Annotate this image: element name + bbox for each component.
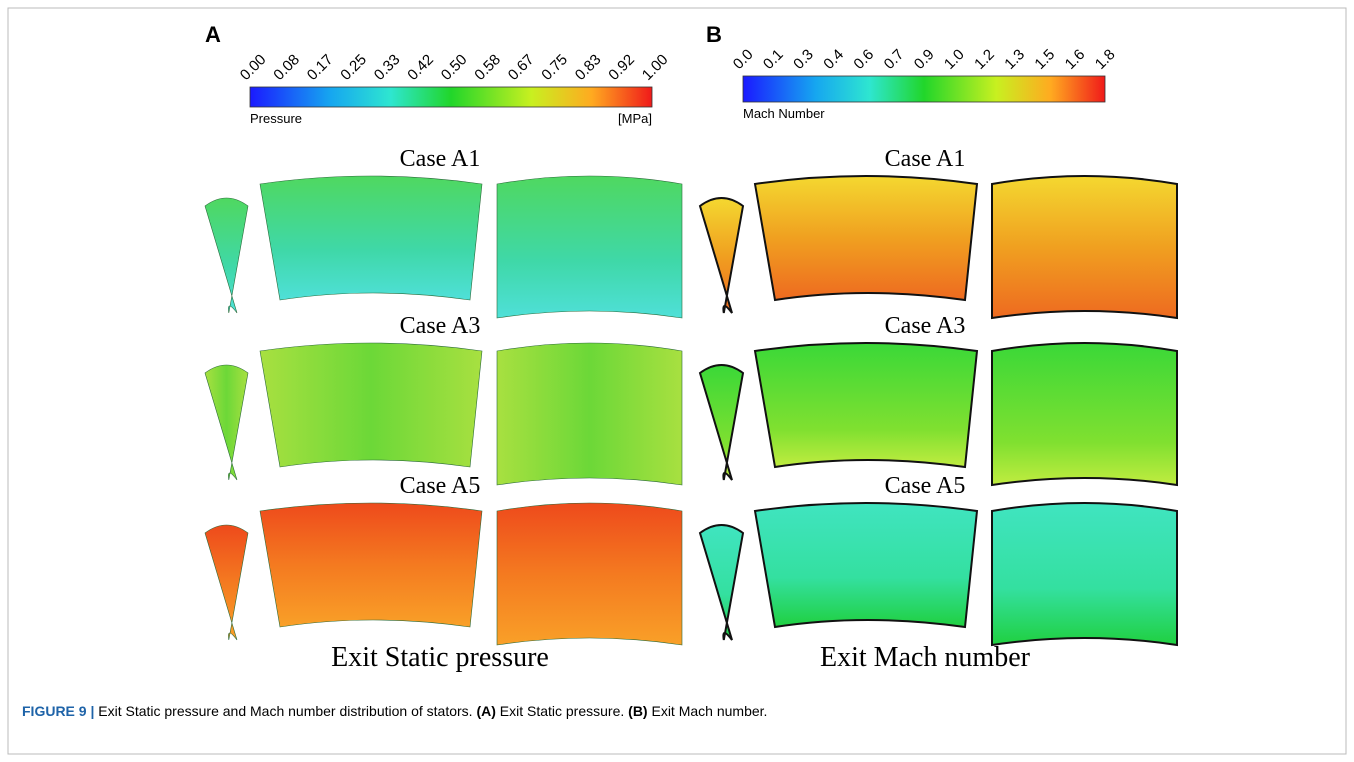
colorbar-tick-label: 1.0 [941,46,968,73]
contour-plot [260,503,482,627]
colorbar-tick-label: 1.5 [1031,46,1058,73]
contour-plot [260,176,482,300]
case-title: Case A5 [885,473,966,499]
contour-plot [992,176,1177,318]
colorbar-title: Pressure [250,111,302,126]
caption-text: Exit Static pressure and Mach number dis… [98,703,472,719]
case-title: Case A3 [400,313,481,339]
caption-b-label: (B) [628,703,647,719]
colorbar-tick-label: 0.92 [605,51,638,84]
colorbar-tick-label: 0.3 [790,46,817,73]
contour-plot [992,343,1177,485]
contour-plot [205,198,248,313]
colorbar-tick-label: 0.4 [820,46,847,73]
colorbar-tick-label: 1.00 [639,51,672,84]
contour-plot [700,198,743,313]
case-title: Case A1 [885,146,966,172]
colorbar-tick-label: 0.1 [760,46,787,73]
panel-label: A [205,22,221,47]
case-title: Case A5 [400,473,481,499]
colorbar-tick-label: 0.33 [371,51,404,84]
colorbar-tick-label: 0.83 [572,51,605,84]
colorbar-tick-label: 0.42 [404,51,437,84]
caption-b-text: Exit Mach number. [651,703,767,719]
colorbar-unit: [MPa] [618,111,652,126]
colorbar [250,87,652,107]
colorbar-tick-label: 0.58 [471,51,504,84]
colorbar-tick-label: 0.0 [730,46,757,73]
colorbar-title: Mach Number [743,106,825,121]
contour-plot [755,503,977,627]
colorbar-tick-label: 0.50 [438,51,471,84]
contour-plot [992,503,1177,645]
contour-plot [755,176,977,300]
caption-label: FIGURE 9 | [22,703,94,719]
panel-label: B [706,22,722,47]
colorbar-tick-label: 0.08 [270,51,303,84]
caption-a-label: (A) [476,703,495,719]
colorbar-tick-label: 0.00 [237,51,270,84]
colorbar-tick-label: 1.3 [1001,46,1028,73]
colorbar-tick-label: 0.6 [850,46,877,73]
contour-plot [497,176,682,318]
colorbar [743,76,1105,102]
contour-plot [755,343,977,467]
colorbar-tick-label: 0.7 [881,46,908,73]
contour-plot [205,365,248,480]
colorbar-tick-label: 1.2 [971,46,998,73]
colorbar-tick-label: 1.8 [1092,46,1119,73]
contour-plot [260,343,482,467]
colorbar-tick-label: 1.6 [1062,46,1089,73]
colorbar-tick-label: 0.67 [505,51,538,84]
colorbar-tick-label: 0.25 [337,51,370,84]
panel-caption: Exit Mach number [820,642,1031,673]
contour-plot [700,365,743,480]
colorbar-tick-label: 0.75 [538,51,571,84]
contour-plot [700,525,743,640]
colorbar-tick-label: 0.17 [304,51,337,84]
panel-caption: Exit Static pressure [331,642,549,673]
case-title: Case A1 [400,146,481,172]
contour-plot [497,343,682,485]
figure: FIGURE 9 | Exit Static pressure and Mach… [0,0,1354,762]
colorbar-tick-label: 0.9 [911,46,938,73]
contour-plot [205,525,248,640]
case-title: Case A3 [885,313,966,339]
figure-caption: FIGURE 9 | Exit Static pressure and Mach… [22,703,767,719]
contour-plot [497,503,682,645]
caption-a-text: Exit Static pressure. [500,703,625,719]
